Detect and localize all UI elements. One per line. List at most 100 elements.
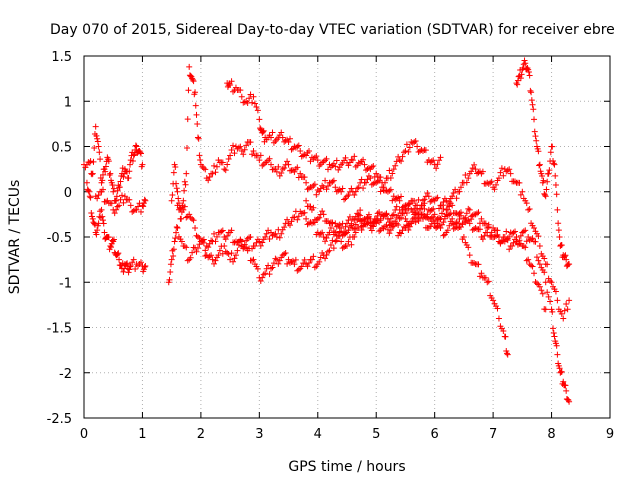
data-point-fill <box>421 196 428 203</box>
data-point-fill <box>266 236 273 243</box>
data-point <box>390 166 397 173</box>
data-point <box>396 197 403 204</box>
data-point-fill <box>389 170 396 177</box>
data-point-fill <box>137 259 144 266</box>
y-tick-label: -1 <box>59 276 72 291</box>
data-point-fill <box>329 178 336 185</box>
data-point <box>95 143 102 150</box>
data-point-fill <box>476 273 483 280</box>
data-point-fill <box>474 210 481 217</box>
data-point-fill <box>544 289 551 296</box>
data-point-fill <box>377 215 384 222</box>
data-point-fill <box>512 178 519 185</box>
data-point <box>367 215 374 222</box>
data-point-fill <box>230 258 237 265</box>
data-point <box>344 220 350 227</box>
data-point-fill <box>348 241 355 248</box>
data-point-fill <box>352 229 359 236</box>
data-point-fill <box>527 87 534 94</box>
x-tick-label: 3 <box>255 427 263 442</box>
data-point-fill <box>339 185 346 192</box>
data-point <box>130 152 137 159</box>
data-point <box>367 175 374 182</box>
data-point <box>332 238 339 245</box>
data-point-fill <box>298 263 305 270</box>
data-point-fill <box>322 157 329 164</box>
x-tick-label: 9 <box>606 427 614 442</box>
data-point-fill <box>376 228 383 235</box>
data-point-fill <box>222 236 229 243</box>
data-point <box>536 261 543 268</box>
data-point-fill <box>115 250 122 257</box>
data-point <box>320 211 327 218</box>
data-point-fill <box>282 250 289 257</box>
data-point-fill <box>469 212 476 219</box>
data-point <box>238 93 245 100</box>
data-point-fill <box>246 245 253 252</box>
data-point-fill <box>543 186 550 193</box>
data-point <box>227 152 234 159</box>
data-point-fill <box>341 228 348 235</box>
data-point <box>338 238 345 245</box>
data-point-fill <box>228 227 235 234</box>
data-point-fill <box>114 187 121 194</box>
data-point-fill <box>403 210 410 217</box>
data-point-fill <box>471 259 478 266</box>
series-trace-6 <box>174 200 511 358</box>
data-point-fill <box>354 210 361 217</box>
data-point-fill <box>94 135 101 142</box>
data-point-fill <box>433 195 440 202</box>
data-point-fill <box>323 234 330 241</box>
data-point <box>332 163 339 170</box>
data-point-fill <box>99 186 106 193</box>
data-point-fill <box>306 185 313 192</box>
data-point-fill <box>82 164 89 171</box>
data-point-fill <box>535 233 542 240</box>
data-point-fill <box>469 165 476 172</box>
data-point-fill <box>345 192 352 199</box>
data-point-fill <box>306 148 313 155</box>
data-point-fill <box>538 287 545 294</box>
data-point-fill <box>173 185 180 192</box>
data-point <box>472 224 479 231</box>
data-point-fill <box>433 224 440 231</box>
series-trace-8 <box>303 197 549 313</box>
data-point <box>466 220 473 227</box>
data-point <box>425 193 432 200</box>
data-point-fill <box>336 221 343 228</box>
data-point <box>262 270 269 277</box>
data-point-fill <box>409 215 416 222</box>
data-point-fill <box>249 99 256 106</box>
data-point-fill <box>253 239 260 246</box>
data-point-fill <box>91 144 98 151</box>
data-point-fill <box>411 205 418 212</box>
data-point <box>507 170 514 177</box>
data-point-fill <box>99 217 106 224</box>
data-point <box>268 134 275 141</box>
data-point-fill <box>316 214 323 221</box>
data-point-fill <box>216 247 223 254</box>
data-point-fill <box>475 209 482 216</box>
data-point <box>551 161 558 168</box>
data-point-fill <box>430 205 437 212</box>
data-point <box>180 197 187 204</box>
data-point-fill <box>415 218 422 225</box>
data-point-fill <box>213 233 220 240</box>
data-point-fill <box>185 87 192 94</box>
axis-ticks <box>83 55 611 419</box>
data-point <box>171 238 178 245</box>
data-point-fill <box>325 248 332 255</box>
data-point <box>338 188 345 195</box>
data-point-fill <box>522 227 529 234</box>
data-point <box>320 234 327 240</box>
data-point <box>142 262 149 269</box>
data-point <box>531 116 538 123</box>
data-point-fill <box>411 139 418 146</box>
data-point <box>268 265 275 272</box>
data-point-fill <box>228 147 235 154</box>
data-point-fill <box>541 192 548 199</box>
data-point-fill <box>345 227 352 234</box>
data-point <box>554 351 561 358</box>
data-point-fill <box>430 218 437 225</box>
data-point-fill <box>100 220 107 227</box>
